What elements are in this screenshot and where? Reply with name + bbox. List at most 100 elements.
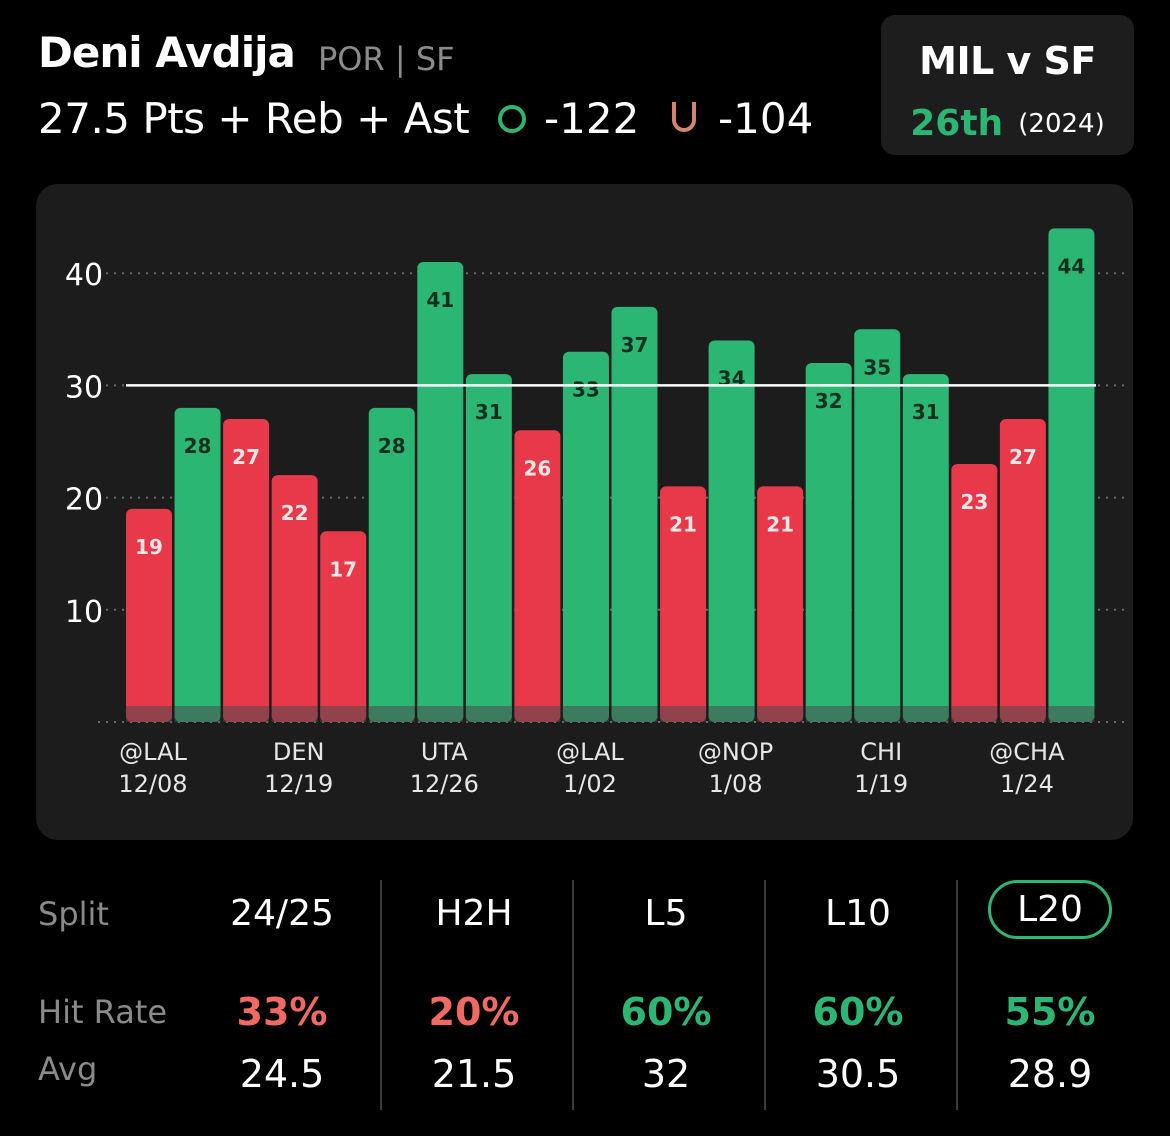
bar-value-label: 32 [815,389,843,413]
column-divider [956,880,958,1110]
u-icon [672,101,696,132]
split-tab-label: L5 [644,893,688,934]
bar-value-label: 41 [426,288,454,312]
player-name: Deni Avdija [38,28,296,77]
x-tick-date: 1/24 [1000,770,1054,798]
split-tab-l5[interactable]: L5 [576,893,756,934]
matchup-year: (2024) [1018,108,1105,139]
bar[interactable]: 34 [708,340,755,722]
bar-base [320,706,367,722]
bar-base [368,706,415,722]
x-tick-opponent: UTA [421,738,468,766]
matchup-title: MIL v SF [919,39,1096,83]
x-tick-opponent: DEN [273,738,325,766]
bar[interactable]: 21 [660,486,707,722]
bar-base [271,706,318,722]
bar-base [514,706,561,722]
bar-under [514,430,561,722]
bar[interactable]: 31 [465,374,512,722]
bar[interactable]: 28 [174,407,221,722]
bar[interactable]: 23 [951,463,998,722]
bar-value-label: 26 [523,456,551,480]
bar[interactable]: 27 [999,419,1046,722]
avg-value: 21.5 [431,1052,517,1096]
bar[interactable]: 19 [126,508,172,722]
bar-over [902,374,949,722]
bar-over [1048,228,1095,722]
split-tab-l10[interactable]: L10 [768,893,948,934]
bar-base [757,706,804,722]
bar[interactable]: 37 [611,306,658,722]
chart-panel: 10 20 30 40 19 28 27 22 17 28 41 31 26 33 37 21 34 21 32 35… [36,184,1133,840]
split-tab-2425[interactable]: 24/25 [192,893,372,934]
bar-base [126,706,172,722]
bar-over [708,340,755,722]
under-odds[interactable]: -104 [672,94,813,143]
hit-rate-value: 60% [812,990,904,1034]
bar-under [223,419,270,722]
bar[interactable]: 31 [902,374,949,722]
bar-base [999,706,1046,722]
split-tab-l20[interactable]: L20 [960,880,1140,939]
avg-value: 24.5 [239,1052,325,1096]
split-tab-label: H2H [435,893,513,934]
bar-over [611,306,658,722]
bar-base [1048,706,1095,722]
x-tick-opponent: @NOP [698,738,773,766]
bar-over [417,261,464,722]
circle-icon [498,104,526,133]
x-tick-date: 12/26 [410,770,479,798]
hit-rate-label: Hit Rate [38,993,168,1031]
x-tick-date: 12/19 [264,770,333,798]
over-odds[interactable]: -122 [498,94,639,143]
bar-base [465,706,512,722]
y-tick-label: 40 [65,258,103,293]
x-tick-opponent: @LAL [119,738,187,766]
bar[interactable]: 44 [1048,228,1095,722]
hit-rate-value: 33% [236,990,328,1034]
hit-rate-value: 60% [620,990,712,1034]
bar-under [757,486,804,722]
hit-rate-value: 55% [1004,990,1096,1034]
bar[interactable]: 41 [417,261,464,722]
avg-value: 28.9 [1007,1052,1093,1096]
split-tab-h2h[interactable]: H2H [384,893,564,934]
bar-base [611,706,658,722]
column-divider [572,880,574,1110]
bar[interactable]: 21 [757,486,804,722]
column-divider [764,880,766,1110]
bar-under [320,531,367,722]
bar-over [174,407,221,722]
bar-over [368,407,415,722]
bar-value-label: 33 [572,378,600,402]
bar[interactable]: 27 [223,419,270,722]
x-tick-opponent: @LAL [556,738,624,766]
bar-base [854,706,901,722]
bar-base [902,706,949,722]
bar-base [708,706,755,722]
bar-over [805,362,852,722]
bar-value-label: 21 [669,512,697,536]
split-tab-label: 24/25 [230,893,334,934]
x-tick-date: 1/08 [709,770,763,798]
bar-value-label: 37 [621,333,649,357]
matchup-card[interactable]: MIL v SF 26th (2024) [881,15,1134,155]
bar[interactable]: 33 [562,351,609,722]
over-odds-value: -122 [544,94,640,143]
x-tick-date: 1/02 [563,770,617,798]
y-tick-label: 20 [65,483,103,518]
bar[interactable]: 32 [805,362,852,722]
bar[interactable]: 28 [368,407,415,722]
split-tab-label: L10 [825,893,891,934]
bar[interactable]: 17 [320,531,367,722]
matchup-rank-row: 26th (2024) [881,103,1134,144]
y-tick-label: 30 [65,370,103,405]
bar[interactable]: 35 [854,329,901,722]
bar-value-label: 44 [1058,254,1086,278]
bar[interactable]: 26 [514,430,561,722]
avg-value: 32 [641,1052,691,1096]
prop-line: 27.5 Pts + Reb + Ast [38,94,470,143]
bar-over [562,351,609,722]
bar[interactable]: 22 [271,475,318,722]
bar-value-label: 28 [184,434,212,458]
